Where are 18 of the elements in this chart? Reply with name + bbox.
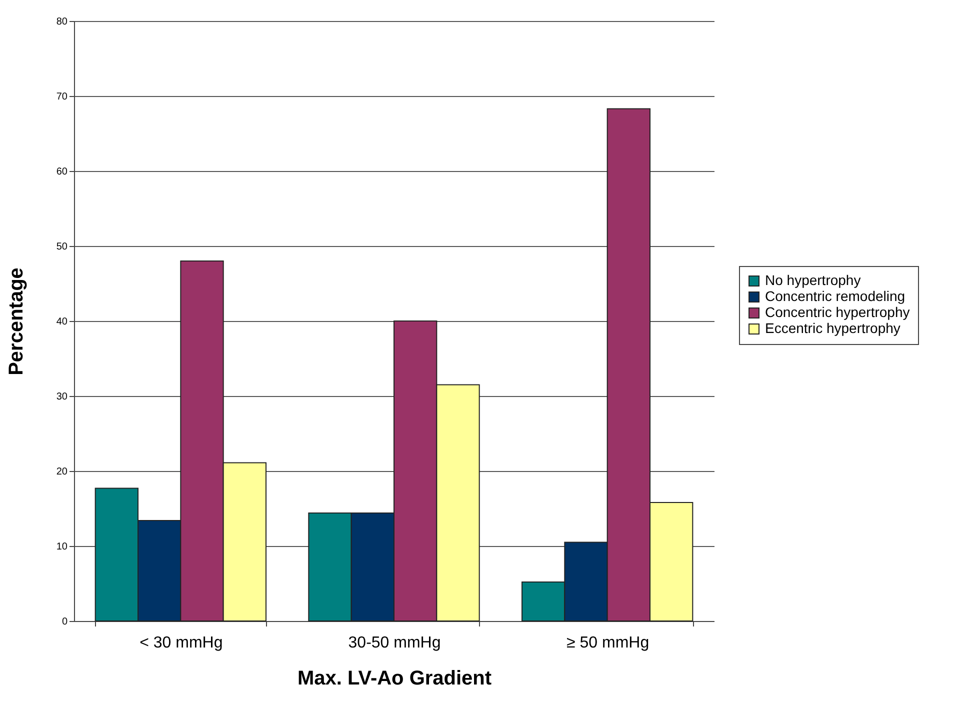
y-tick-label: 0 [62,616,68,628]
y-tick-label: 10 [56,542,68,552]
y-tick-label: 40 [56,316,68,328]
y-tick-label: 30 [56,392,68,402]
legend-label: Concentric remodeling [765,288,906,304]
x-tick-label: 30-50 mmHg [348,634,441,652]
legend-label: Eccentric hypertrophy [765,320,900,336]
x-tick-label: < 30 mmHg [140,634,223,652]
y-tick-label: 70 [56,92,68,102]
y-tick-label: 50 [56,242,68,252]
y-tick-label: 20 [56,466,68,478]
y-tick-label: 80 [56,16,68,28]
x-tick-label: ≥ 50 mmHg [566,634,650,652]
x-axis-title: Max. LV-Ao Gradient [297,668,492,690]
legend-label: No hypertrophy [765,272,861,288]
y-tick-label: 60 [56,166,68,178]
legend-label: Concentric hypertrophy [765,304,910,320]
y-axis-title: Percentage [5,268,28,376]
